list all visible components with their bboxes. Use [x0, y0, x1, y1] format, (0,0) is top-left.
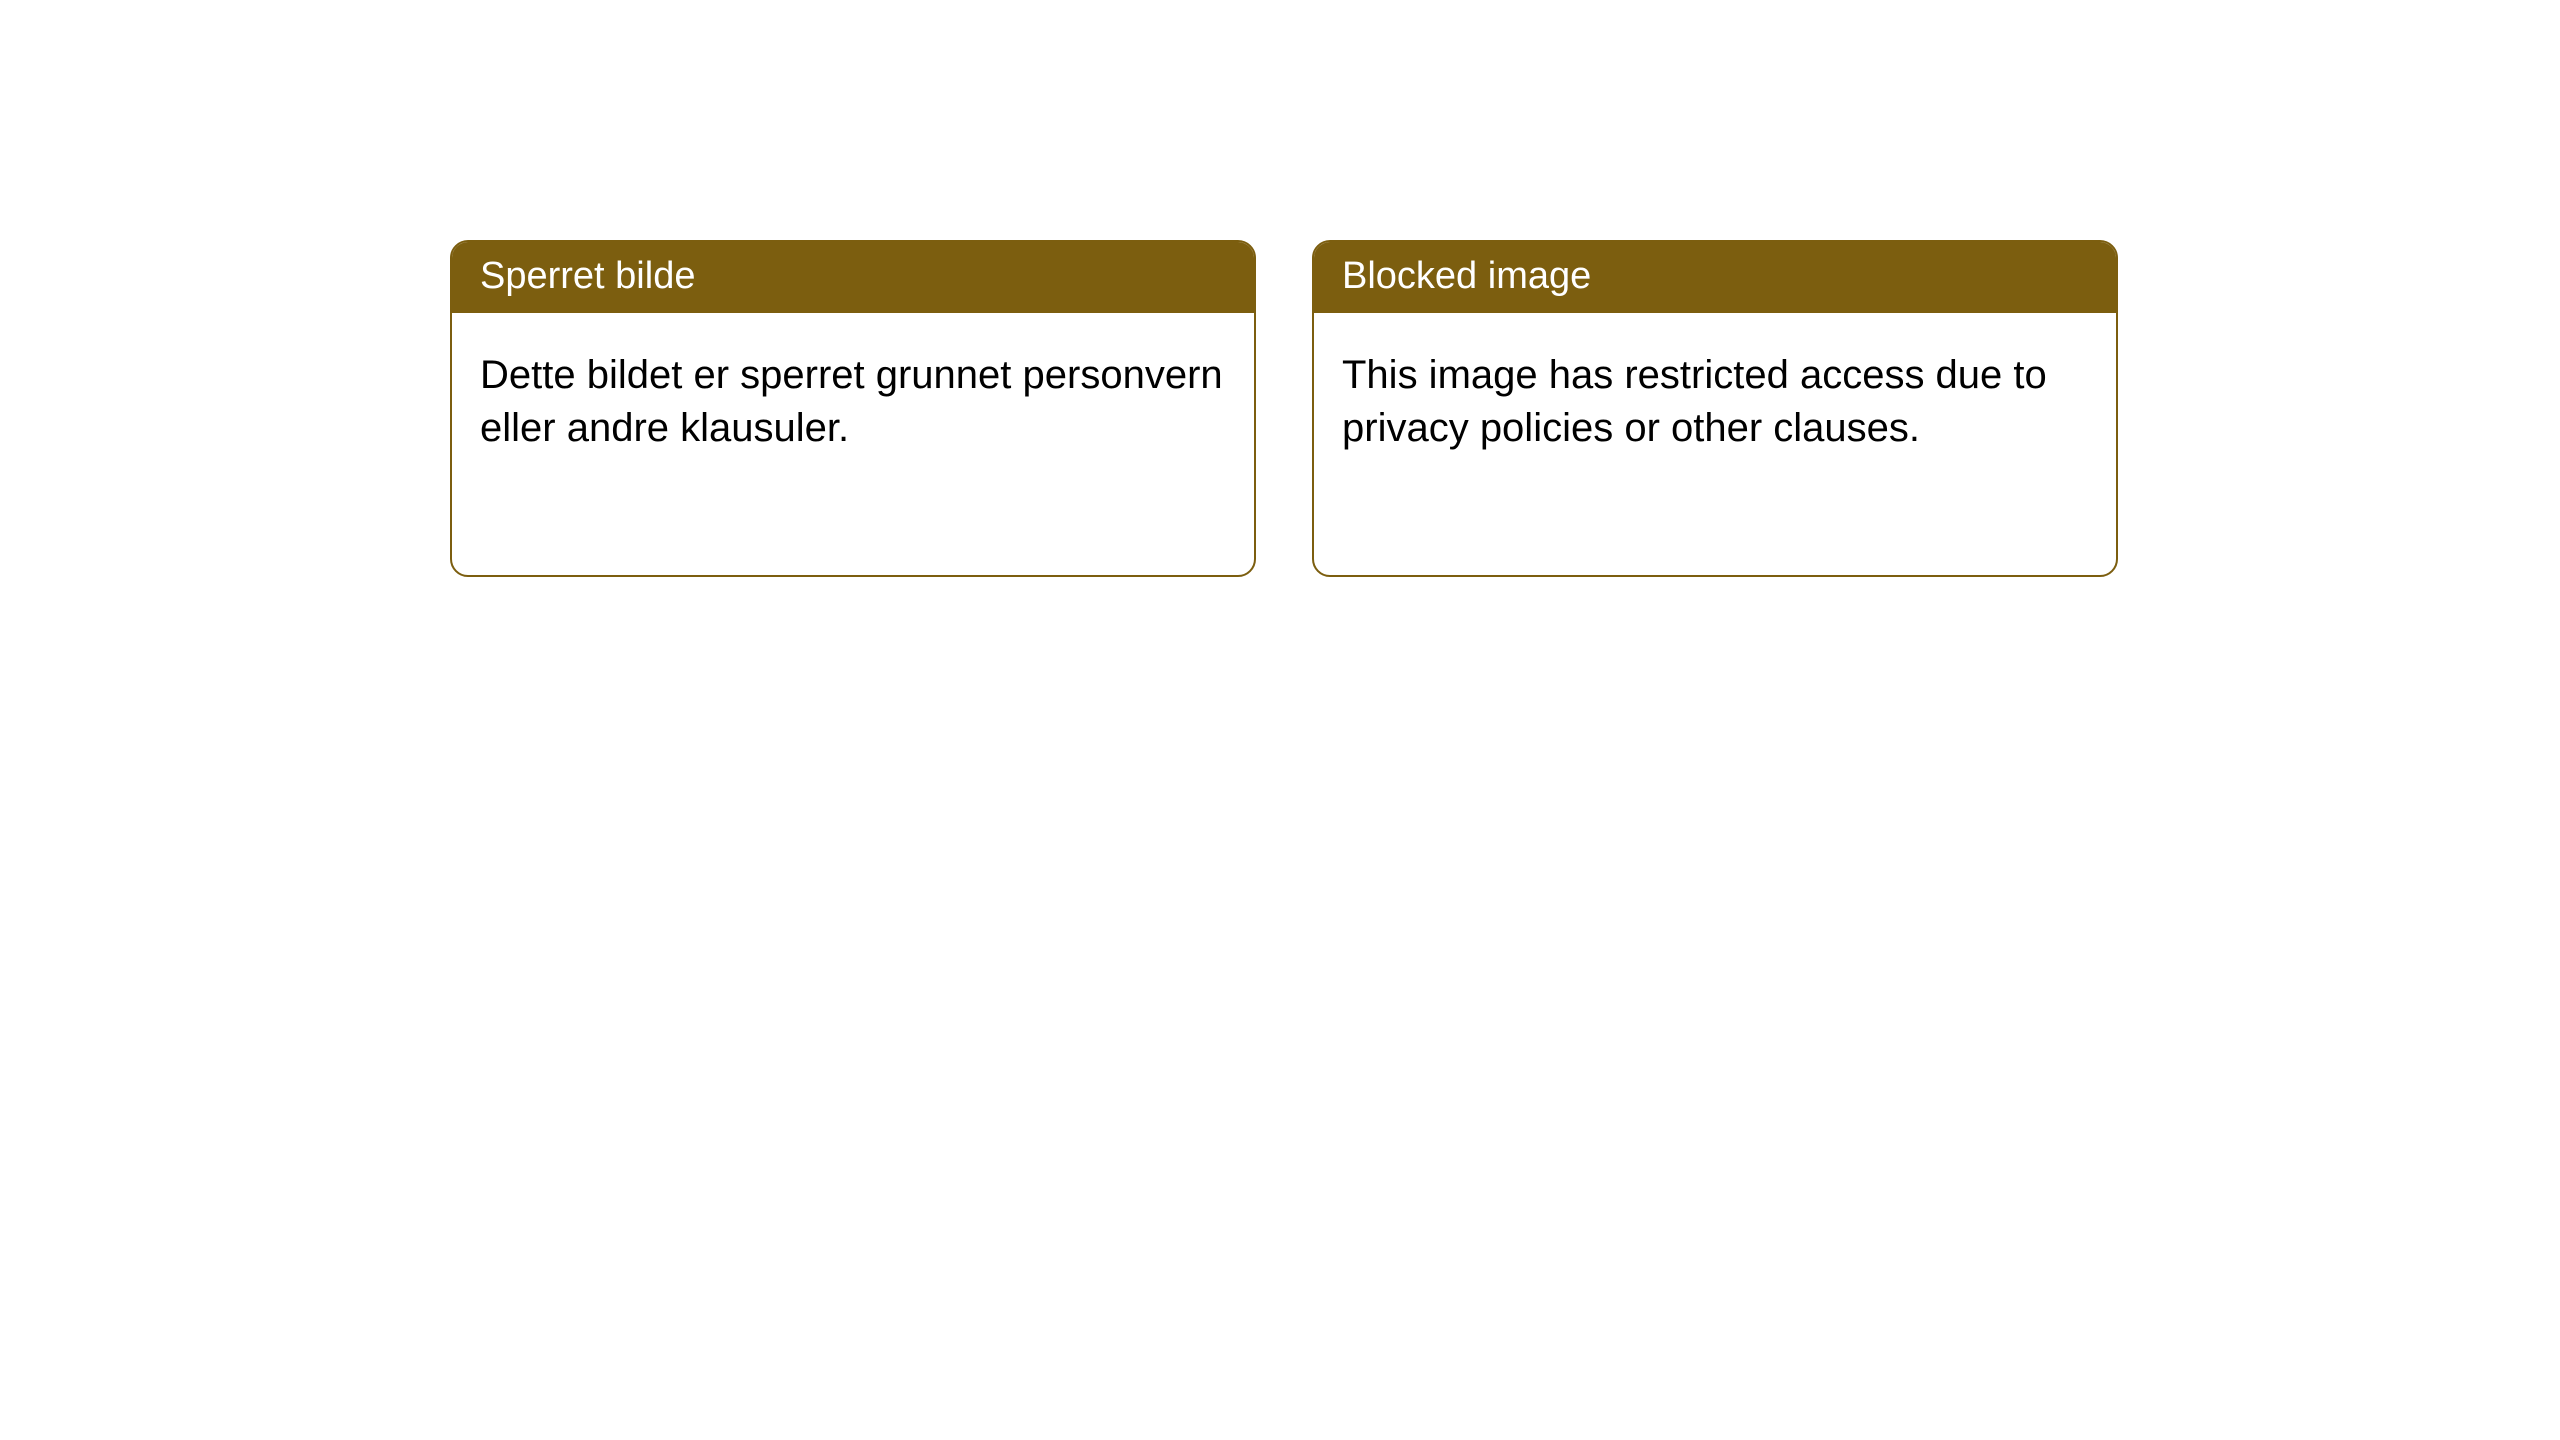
card-body-en: This image has restricted access due to …	[1314, 313, 2116, 491]
blocked-image-card-no: Sperret bilde Dette bildet er sperret gr…	[450, 240, 1256, 577]
card-body-no: Dette bildet er sperret grunnet personve…	[452, 313, 1254, 491]
blocked-image-card-en: Blocked image This image has restricted …	[1312, 240, 2118, 577]
card-title-en: Blocked image	[1314, 242, 2116, 313]
card-title-no: Sperret bilde	[452, 242, 1254, 313]
notice-container: Sperret bilde Dette bildet er sperret gr…	[0, 0, 2560, 577]
